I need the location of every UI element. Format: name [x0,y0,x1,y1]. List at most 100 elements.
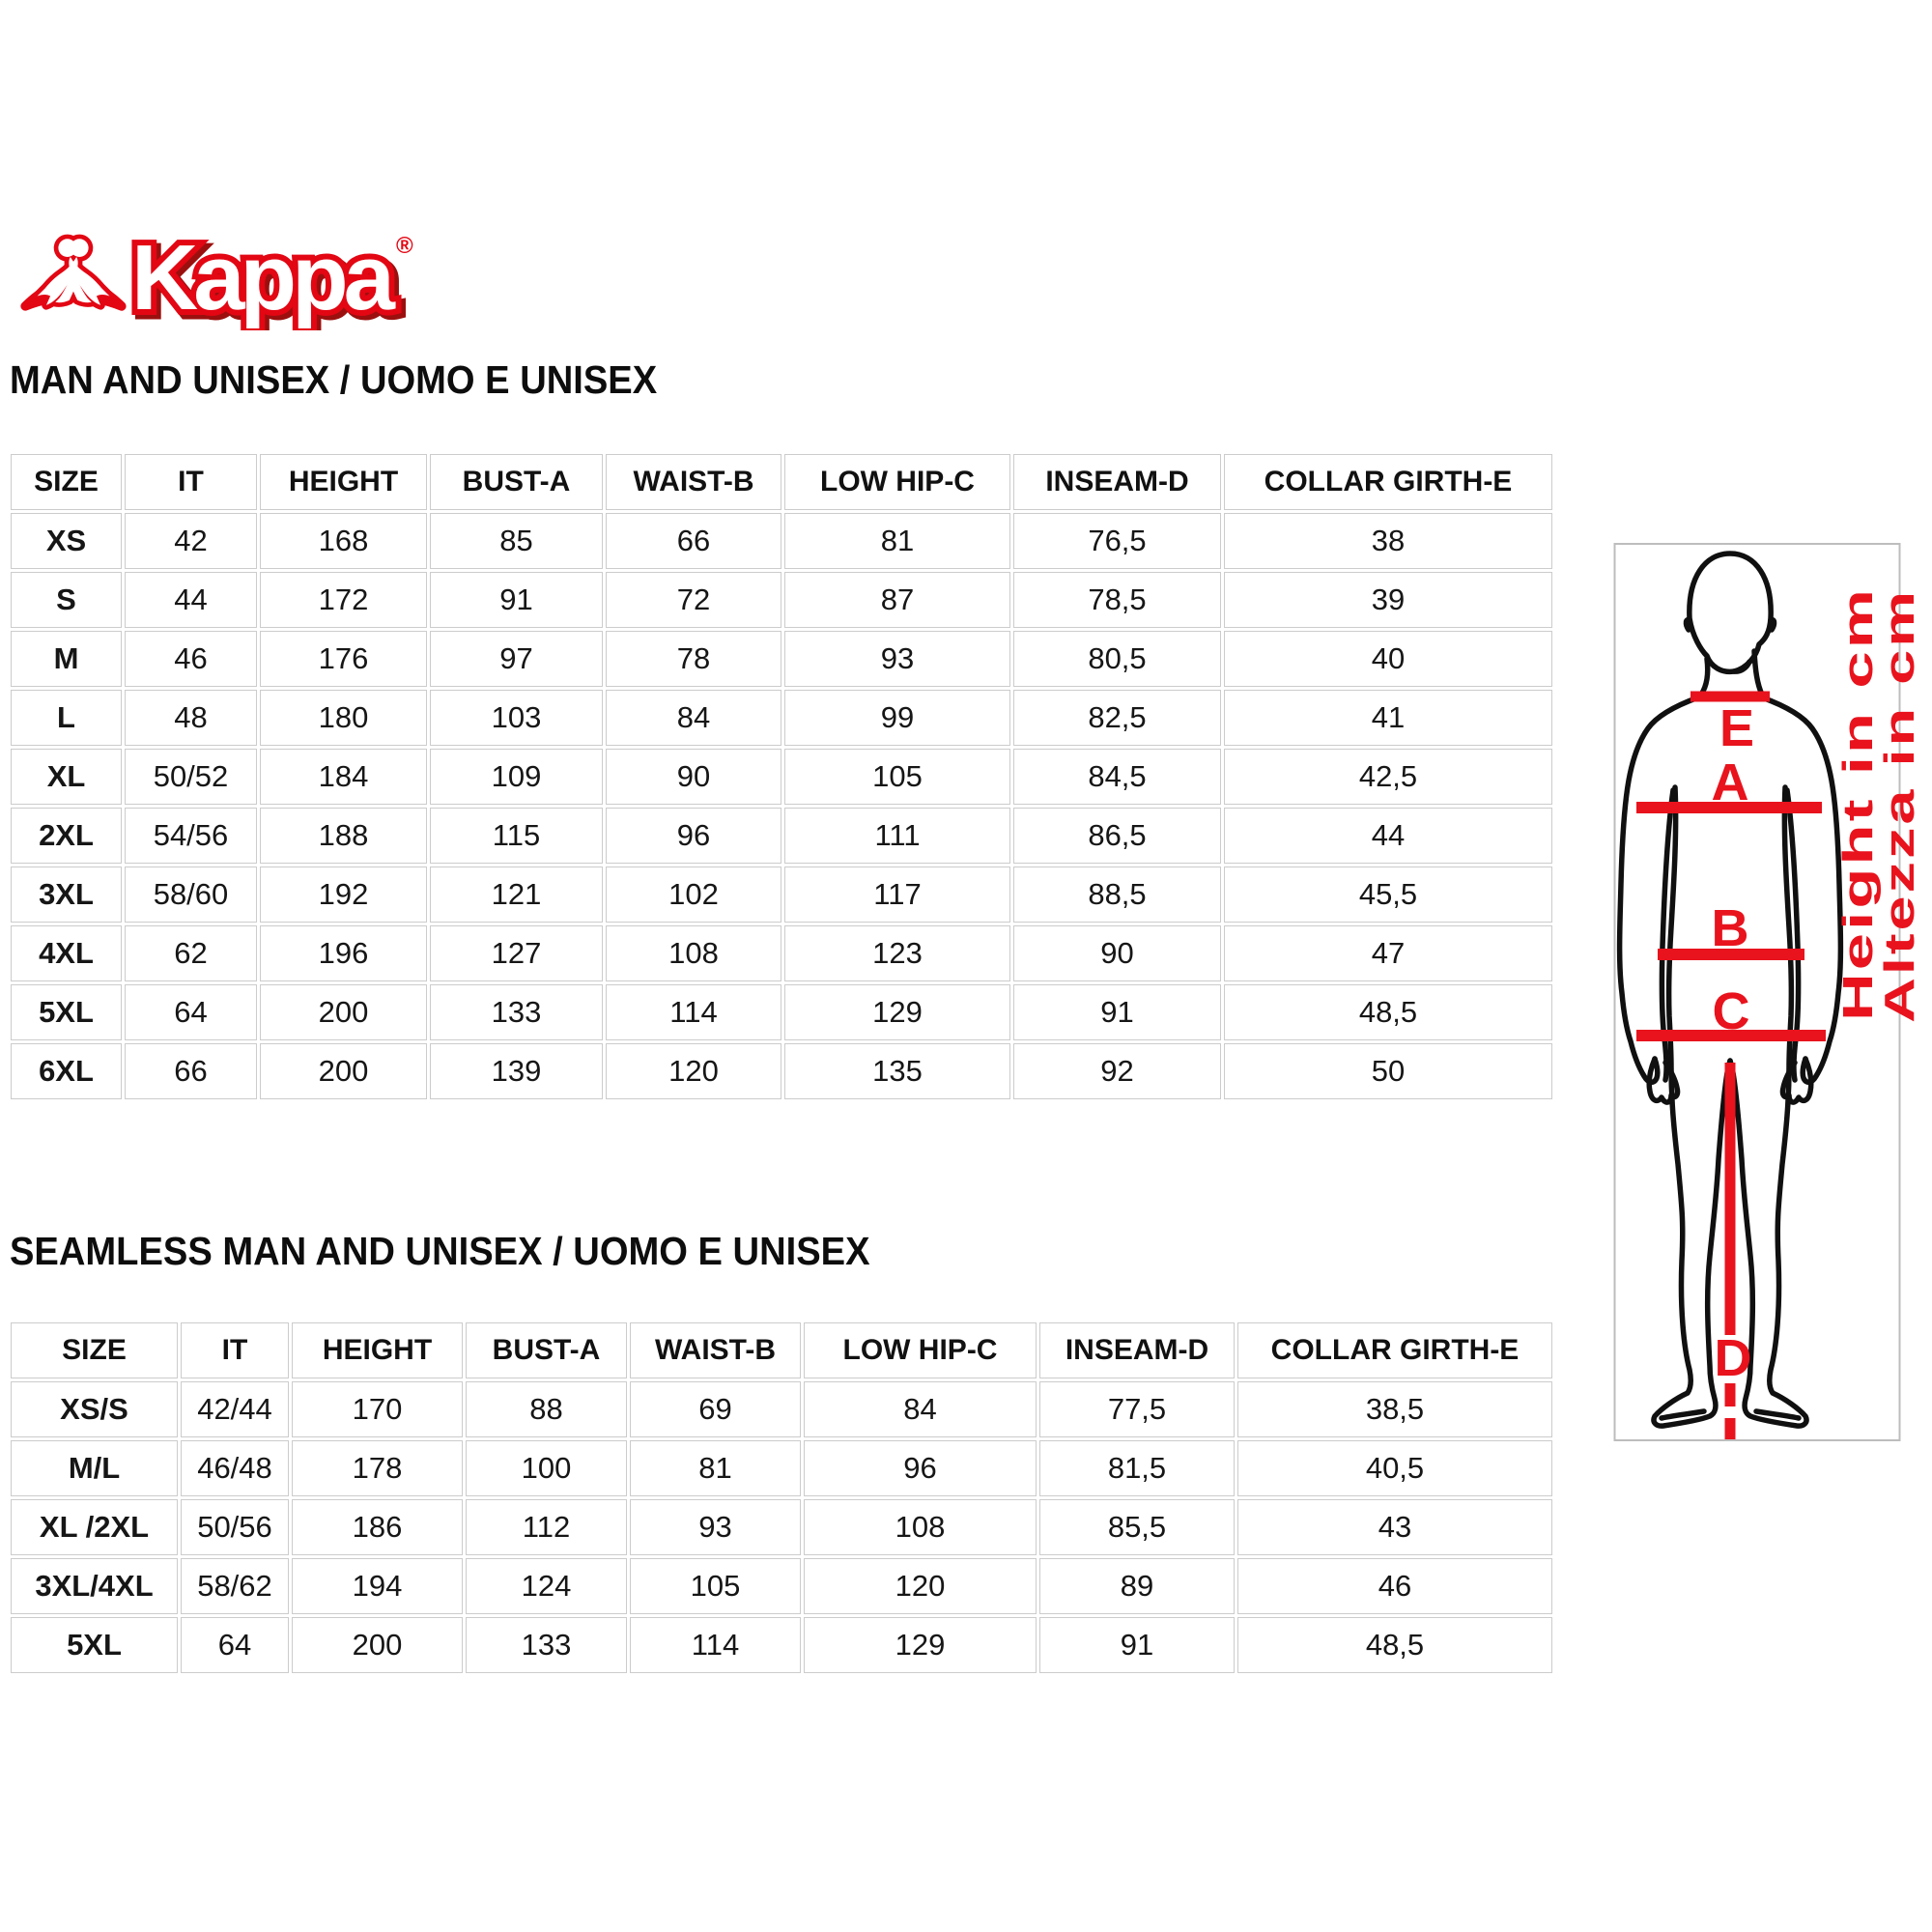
value-cell: 135 [784,1043,1010,1099]
label-B: B [1712,899,1749,957]
kappa-logo: Kappa Kappa ® [20,220,413,330]
value-cell: 84 [804,1381,1037,1437]
value-cell: 69 [630,1381,801,1437]
value-cell: 81,5 [1039,1440,1235,1496]
value-cell: 81 [630,1440,801,1496]
value-cell: 90 [1013,925,1221,981]
column-header: HEIGHT [292,1322,463,1378]
size-cell: S [11,572,122,628]
value-cell: 114 [630,1617,801,1673]
column-header: SIZE [11,454,122,510]
value-cell: 43 [1237,1499,1552,1555]
value-cell: 114 [606,984,781,1040]
value-cell: 48,5 [1224,984,1552,1040]
label-E: E [1719,699,1754,757]
value-cell: 115 [430,808,603,864]
value-cell: 133 [466,1617,627,1673]
kappa-wordmark: Kappa [131,226,396,329]
value-cell: 91 [1013,984,1221,1040]
value-cell: 84,5 [1013,749,1221,805]
value-cell: 86,5 [1013,808,1221,864]
value-cell: 196 [260,925,427,981]
kappa-wordmark-shadow: Kappa [135,230,400,330]
value-cell: 109 [430,749,603,805]
column-header: COLLAR GIRTH-E [1237,1322,1552,1378]
section-title-seamless: SEAMLESS MAN AND UNISEX / UOMO E UNISEX [10,1229,870,1273]
value-cell: 46 [1237,1558,1552,1614]
column-header: INSEAM-D [1039,1322,1235,1378]
value-cell: 66 [125,1043,257,1099]
column-header: SIZE [11,1322,178,1378]
value-cell: 186 [292,1499,463,1555]
size-cell: 6XL [11,1043,122,1099]
value-cell: 108 [606,925,781,981]
value-cell: 127 [430,925,603,981]
column-header: WAIST-B [630,1322,801,1378]
value-cell: 40 [1224,631,1552,687]
value-cell: 54/56 [125,808,257,864]
size-cell: 4XL [11,925,122,981]
value-cell: 39 [1224,572,1552,628]
column-header: COLLAR GIRTH-E [1224,454,1552,510]
value-cell: 139 [430,1043,603,1099]
value-cell: 40,5 [1237,1440,1552,1496]
value-cell: 105 [630,1558,801,1614]
man-unisex-size-table: SIZE IT HEIGHT BUST-A WAIST-B LOW HIP-C INSEAM… [8,451,1555,1102]
value-cell: 172 [260,572,427,628]
value-cell: 42,5 [1224,749,1552,805]
column-header: HEIGHT [260,454,427,510]
value-cell: 123 [784,925,1010,981]
value-cell: 178 [292,1440,463,1496]
value-cell: 44 [125,572,257,628]
value-cell: 168 [260,513,427,569]
value-cell: 50/52 [125,749,257,805]
value-cell: 48,5 [1237,1617,1552,1673]
column-header: LOW HIP-C [784,454,1010,510]
value-cell: 90 [606,749,781,805]
value-cell: 200 [292,1617,463,1673]
value-cell: 129 [784,984,1010,1040]
size-table: SIZE IT HEIGHT BUST-A WAIST-B LOW HIP-C INSEAM… [8,1320,1555,1676]
value-cell: 46/48 [181,1440,289,1496]
value-cell: 180 [260,690,427,746]
label-A: A [1712,753,1749,811]
value-cell: 108 [804,1499,1037,1555]
value-cell: 85 [430,513,603,569]
section-title-man-unisex: MAN AND UNISEX / UOMO E UNISEX [10,357,658,402]
value-cell: 91 [1039,1617,1235,1673]
size-cell: M/L [11,1440,178,1496]
value-cell: 97 [430,631,603,687]
value-cell: 88 [466,1381,627,1437]
value-cell: 58/62 [181,1558,289,1614]
size-cell: 5XL [11,984,122,1040]
value-cell: 100 [466,1440,627,1496]
value-cell: 46 [125,631,257,687]
value-cell: 93 [630,1499,801,1555]
body-measurement-diagram: E A B C D Height in cm Altezza in cm [1613,543,1923,1441]
column-header: LOW HIP-C [804,1322,1037,1378]
value-cell: 120 [804,1558,1037,1614]
value-cell: 89 [1039,1558,1235,1614]
size-cell: 5XL [11,1617,178,1673]
registered-mark: ® [396,233,413,259]
body-outline [1616,551,1844,1429]
value-cell: 200 [260,1043,427,1099]
value-cell: 102 [606,867,781,923]
height-note-it: Altezza in cm [1876,588,1923,1023]
value-cell: 112 [466,1499,627,1555]
column-header: IT [181,1322,289,1378]
measurement-labels: E A B C D [1712,699,1755,1387]
value-cell: 194 [292,1558,463,1614]
size-cell: XS [11,513,122,569]
value-cell: 170 [292,1381,463,1437]
value-cell: 84 [606,690,781,746]
value-cell: 184 [260,749,427,805]
size-cell: M [11,631,122,687]
value-cell: 50 [1224,1043,1552,1099]
value-cell: 50/56 [181,1499,289,1555]
value-cell: 38 [1224,513,1552,569]
measurement-bars [1636,691,1826,1439]
value-cell: 200 [260,984,427,1040]
label-D: D [1715,1329,1752,1387]
value-cell: 87 [784,572,1010,628]
